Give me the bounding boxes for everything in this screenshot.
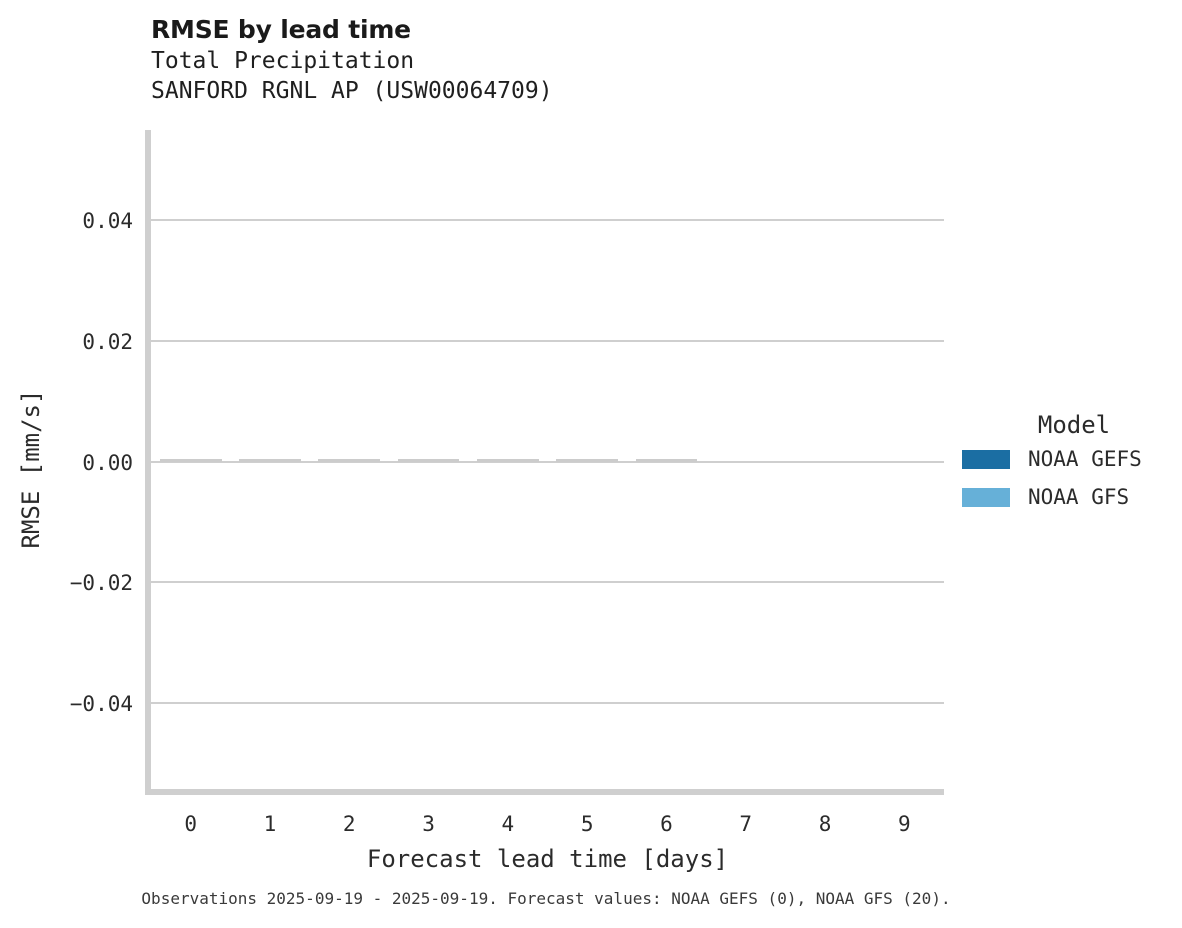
chart-subtitle-station: SANFORD RGNL AP (USW00064709)	[151, 78, 553, 104]
y-axis-title: RMSE [mm/s]	[17, 389, 45, 549]
bar-noaa-gefs	[318, 458, 350, 462]
y-axis-tick-label: −0.04	[69, 691, 133, 716]
y-axis-tick-label: −0.02	[69, 571, 133, 596]
x-axis-tick-label: 2	[342, 812, 356, 836]
legend-label: NOAA GFS	[1028, 485, 1130, 509]
x-axis-tick-label: 6	[660, 812, 673, 836]
bar-noaa-gefs	[476, 458, 508, 462]
legend-item-noaa-gefs[interactable]: NOAA GEFS	[962, 440, 1172, 478]
legend-swatch	[962, 487, 1010, 507]
legend-title: Model	[1037, 411, 1111, 439]
bar-noaa-gfs	[587, 458, 619, 462]
gridline	[151, 219, 944, 222]
x-axis-tick-label: 0	[184, 812, 197, 836]
x-axis-spine	[145, 789, 944, 795]
x-axis-tick-label: 9	[898, 812, 911, 836]
gridline	[151, 339, 944, 342]
bar-noaa-gfs	[190, 458, 222, 462]
gridline	[151, 701, 944, 704]
legend-label: NOAA GEFS	[1028, 447, 1142, 471]
legend: Model NOAA GEFS NOAA GFS	[962, 410, 1172, 516]
bar-noaa-gfs	[349, 458, 381, 462]
bar-noaa-gfs	[666, 458, 698, 462]
bar-noaa-gefs	[397, 458, 429, 462]
y-axis-spine	[145, 130, 151, 795]
x-axis-tick-label: 4	[501, 812, 515, 836]
y-axis-tick-label: 0.02	[82, 329, 133, 354]
bar-noaa-gefs	[239, 458, 270, 462]
y-axis-tick-label: 0.04	[82, 209, 133, 234]
y-axis-tick-label: 0.00	[82, 450, 133, 475]
bar-noaa-gfs	[507, 458, 539, 462]
legend-item-noaa-gfs[interactable]: NOAA GFS	[962, 478, 1172, 516]
gridline	[151, 581, 944, 584]
chart-subtitle: Total Precipitation	[151, 48, 415, 74]
legend-entries: NOAA GEFS NOAA GFS	[962, 440, 1172, 516]
x-axis-tick-label: 3	[422, 812, 435, 836]
plot-area	[151, 130, 944, 793]
gridline	[151, 460, 944, 463]
bar-noaa-gfs	[269, 458, 301, 462]
page-title: RMSE by lead time	[151, 15, 411, 44]
x-axis-title: Forecast lead time [days]	[366, 845, 729, 873]
bar-noaa-gefs	[556, 458, 588, 462]
title-block: RMSE by lead time Total Precipitation SA…	[151, 14, 951, 106]
x-axis-tick-label: 7	[739, 812, 753, 836]
bar-noaa-gefs	[159, 458, 191, 462]
x-axis-tick-label: 8	[818, 812, 832, 836]
x-axis-tick-label: 1	[263, 812, 277, 836]
bar-noaa-gefs	[635, 458, 667, 462]
bar-noaa-gfs	[428, 458, 460, 462]
legend-swatch	[962, 449, 1010, 469]
footer-caption: Observations 2025-09-19 - 2025-09-19. Fo…	[141, 889, 951, 908]
x-axis-tick-label: 5	[580, 812, 594, 836]
